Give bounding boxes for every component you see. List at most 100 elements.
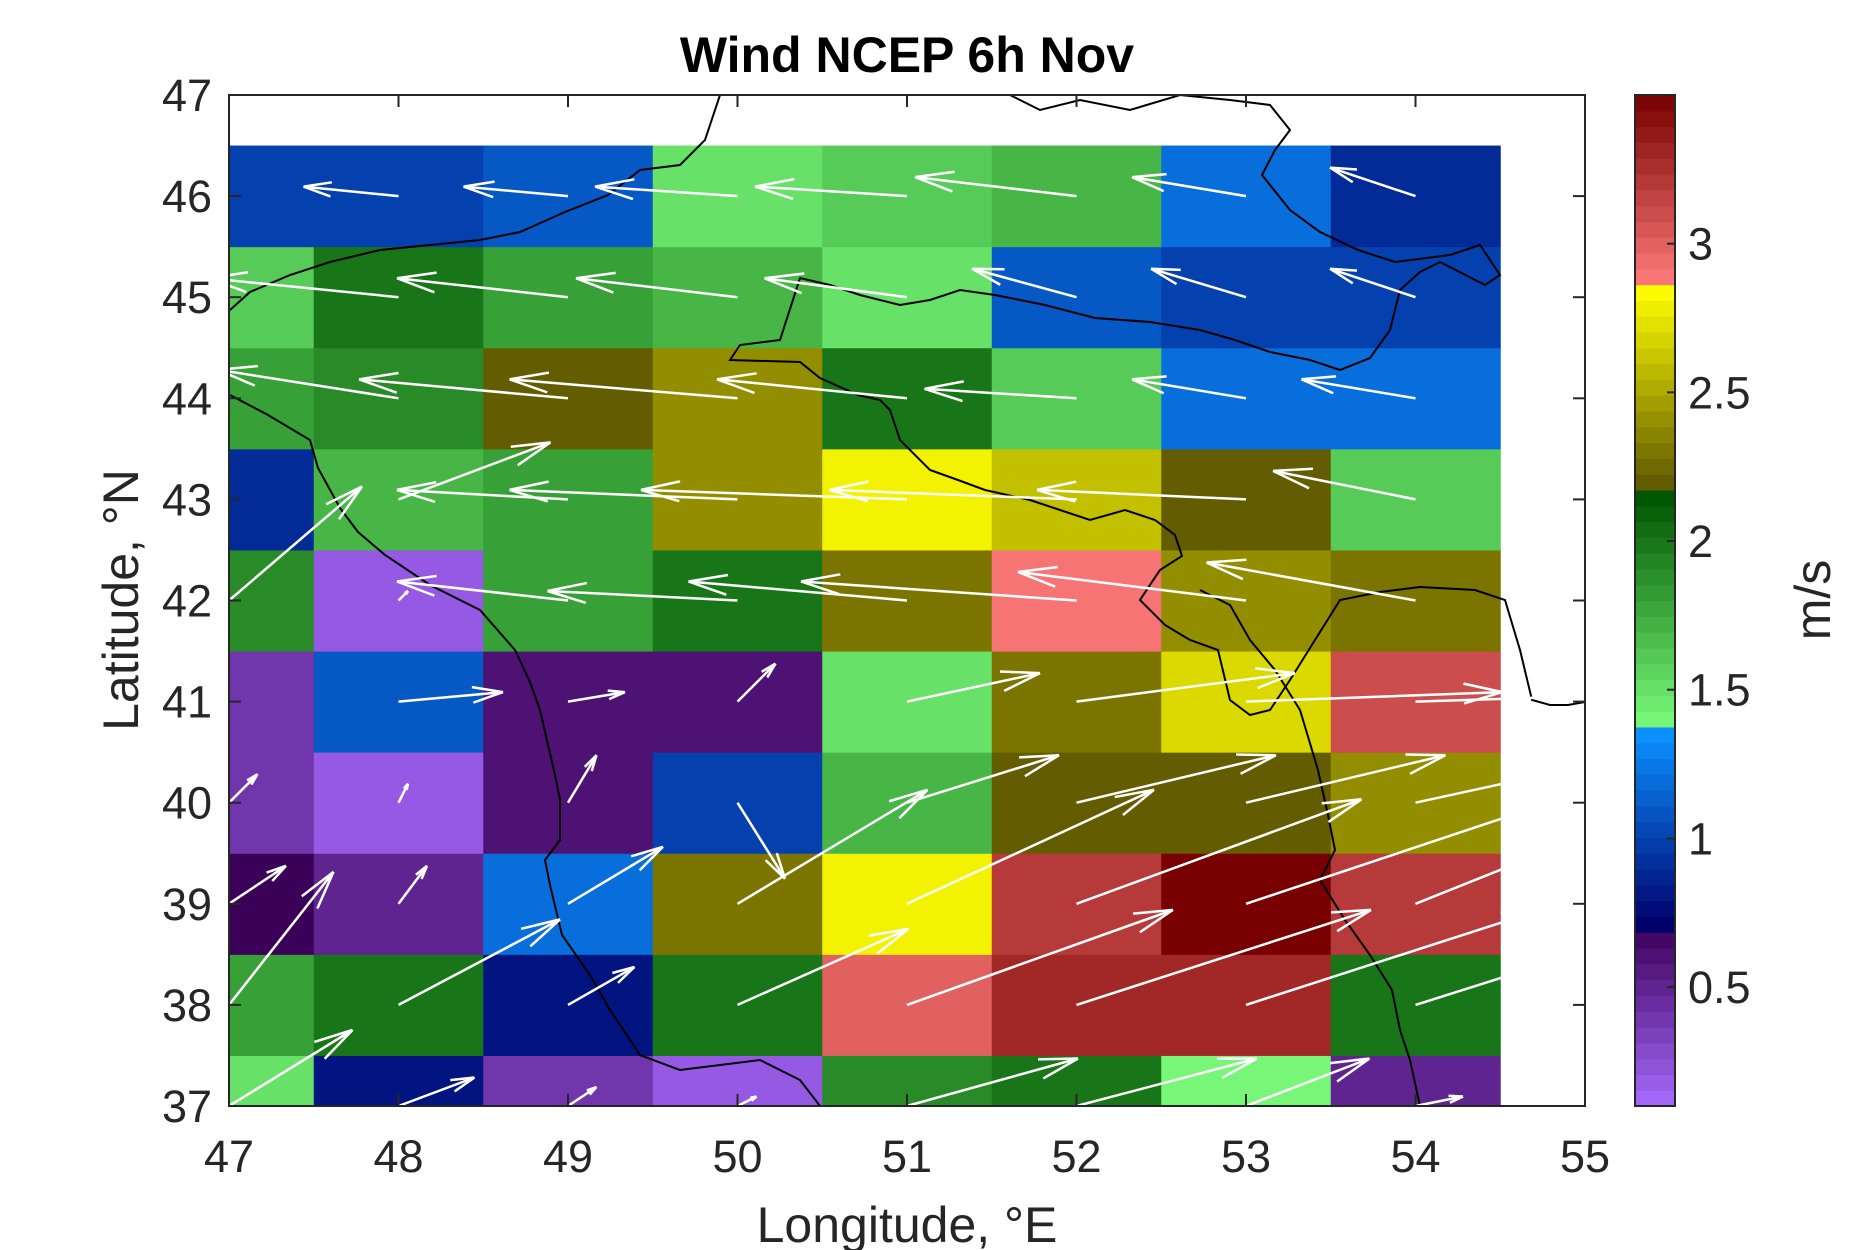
wind-arrow — [229, 773, 259, 804]
wind-arrow — [229, 864, 287, 905]
y-axis-label: Latitude, °N — [93, 469, 149, 731]
y-axis-ticks: 37 38 39 40 41 42 43 44 45 46 47 — [162, 70, 1585, 1132]
x-tick-label: 49 — [543, 1131, 593, 1182]
colorbar-frame — [1634, 94, 1676, 1107]
heat-cell — [991, 448, 1162, 551]
heat-cell — [1161, 246, 1332, 349]
wind-arrow — [567, 965, 636, 1006]
heat-cell — [229, 145, 315, 248]
heat-cell — [229, 752, 315, 854]
heat-cell — [313, 853, 484, 955]
colorbar-label: m/s — [1785, 560, 1841, 641]
wind-arrow — [396, 271, 569, 299]
wind-arrow — [398, 685, 504, 704]
x-tick-label: 50 — [712, 1131, 762, 1182]
colorbar-segment — [1635, 853, 1675, 870]
heat-cell — [313, 246, 484, 349]
wind-arrow — [906, 788, 1155, 905]
wind-arrow — [829, 480, 1077, 503]
wind-arrow — [229, 485, 364, 602]
heat-cell — [229, 954, 315, 1056]
colorbar: 0.5 1 1.5 2 2.5 3 — [1634, 94, 1751, 1107]
heat-cell — [822, 347, 993, 450]
colorbar-segment — [1635, 932, 1675, 949]
heat-cell — [1161, 549, 1332, 652]
colorbar-segment — [1635, 410, 1675, 428]
wind-arrow — [397, 589, 410, 602]
wind-arrow — [754, 177, 908, 201]
heat-cell — [229, 347, 315, 450]
colorbar-segment — [1635, 837, 1675, 854]
colorbar-segment — [1635, 284, 1675, 301]
heat-cell — [229, 448, 315, 551]
wind-arrow — [1415, 1094, 1464, 1106]
heat-cell — [1161, 448, 1332, 551]
colorbar-segment — [1635, 584, 1675, 602]
heat-cell — [991, 549, 1162, 652]
heat-cell — [483, 347, 654, 450]
colorbar-segment — [1635, 916, 1675, 933]
colorbar-segment — [1635, 1074, 1675, 1091]
heat-cell — [1330, 347, 1501, 450]
colorbar-segment — [1635, 711, 1675, 728]
wind-arrow — [736, 788, 929, 905]
wind-arrow — [396, 574, 569, 602]
wind-arrow — [1415, 764, 1585, 804]
wind-arrow — [1245, 908, 1542, 1007]
wind-arrow — [463, 180, 569, 199]
colorbar-segment — [1635, 158, 1675, 175]
wind-arrow — [229, 1028, 354, 1106]
colorbar-segment — [1635, 489, 1675, 507]
wind-arrow — [736, 802, 787, 880]
wind-arrow — [1415, 834, 1585, 905]
colorbar-segment — [1635, 173, 1675, 191]
wind-arrow — [736, 927, 910, 1007]
heat-cell — [313, 752, 484, 854]
colorbar-segment — [1635, 237, 1675, 254]
colorbar-segment — [1635, 600, 1675, 617]
colorbar-segment — [1635, 1011, 1675, 1028]
colorbar-segment — [1635, 442, 1675, 459]
heat-cell — [1330, 246, 1501, 349]
heat-cell — [1161, 145, 1332, 248]
wind-arrow — [1076, 908, 1372, 1007]
wind-arrow — [229, 364, 399, 400]
wind-arrow — [716, 372, 908, 400]
colorbar-segment — [1635, 553, 1675, 570]
wind-arrow — [1076, 753, 1277, 804]
colorbar-segment — [1635, 758, 1675, 775]
wind-arrow — [567, 689, 626, 703]
heat-cell — [652, 246, 823, 349]
chart-title: Wind NCEP 6h Nov — [680, 27, 1134, 83]
colorbar-segment — [1635, 790, 1675, 807]
wind-arrow — [566, 754, 598, 804]
y-tick-label: 40 — [162, 778, 212, 829]
colorbar-segment — [1635, 884, 1675, 902]
wind-arrow — [1272, 467, 1416, 501]
colorbar-segment — [1635, 663, 1675, 681]
colorbar-segment — [1635, 363, 1675, 380]
wind-arrow — [924, 380, 1077, 403]
colorbar-segment — [1635, 1027, 1675, 1044]
y-tick-label: 39 — [162, 879, 212, 930]
wind-arrow — [736, 662, 777, 703]
heat-cell — [991, 246, 1162, 349]
wind-arrow — [398, 1076, 476, 1106]
colorbar-segment — [1635, 379, 1675, 396]
wind-vectors — [229, 166, 1585, 1106]
colorbar-segment — [1635, 695, 1675, 712]
y-tick-label: 43 — [162, 474, 212, 525]
colorbar-segment — [1635, 537, 1675, 554]
colorbar-segment — [1635, 126, 1675, 143]
y-tick-label: 41 — [162, 677, 212, 728]
wind-arrow — [1415, 694, 1585, 703]
colorbar-segment — [1635, 1090, 1675, 1107]
wind-arrow — [906, 670, 1041, 703]
heat-cell — [313, 347, 484, 450]
wind-arrow — [1076, 1057, 1258, 1106]
wind-arrow — [971, 267, 1077, 299]
wind-arrow — [1036, 480, 1247, 503]
colorbar-segment — [1635, 742, 1675, 760]
colorbar-tick-label: 1 — [1688, 813, 1713, 864]
colorbar-tick-label: 1.5 — [1688, 665, 1751, 716]
